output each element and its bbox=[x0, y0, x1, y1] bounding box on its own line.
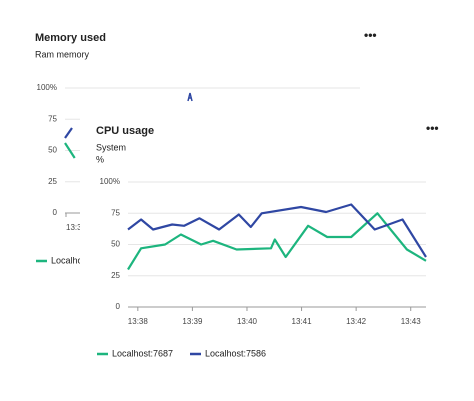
marker-icon bbox=[187, 92, 193, 102]
y-tick-label: 100% bbox=[37, 83, 57, 92]
y-tick-label: 75 bbox=[111, 208, 120, 217]
x-tick-label: 13:39 bbox=[182, 317, 203, 326]
y-tick-label: 0 bbox=[53, 208, 58, 217]
y-tick-label: 25 bbox=[48, 177, 57, 186]
data-line bbox=[64, 127, 73, 139]
cpu-card bbox=[80, 112, 474, 401]
data-line bbox=[64, 142, 76, 159]
data-line bbox=[127, 212, 427, 271]
y-tick-label: 100% bbox=[100, 177, 120, 186]
cpu-card-content: CPU usage System % ••• 0 25 50 75 100% 13:38 1… bbox=[96, 121, 439, 358]
x-tick-label: 13:38 bbox=[128, 317, 149, 326]
x-tick-label: 13:43 bbox=[401, 317, 422, 326]
x-tick-label: 13:41 bbox=[292, 317, 313, 326]
menu-button[interactable]: ••• bbox=[364, 28, 377, 42]
y-tick-label: 50 bbox=[48, 146, 57, 155]
card-subtitle: System bbox=[96, 142, 126, 152]
y-tick-label: 75 bbox=[48, 114, 57, 123]
y-axis-label: % bbox=[96, 154, 104, 164]
y-tick-label: 0 bbox=[116, 302, 121, 311]
y-tick-label: 50 bbox=[111, 240, 120, 249]
y-tick-label: 25 bbox=[111, 271, 120, 280]
legend-label: Localhost:7687 bbox=[112, 348, 173, 358]
legend-label: Localhost:7586 bbox=[205, 348, 266, 358]
data-line bbox=[127, 203, 427, 258]
x-tick-label: 13:40 bbox=[237, 317, 258, 326]
menu-button[interactable]: ••• bbox=[426, 121, 439, 135]
card-subtitle: Ram memory bbox=[35, 49, 90, 59]
card-title: CPU usage bbox=[96, 125, 154, 137]
x-tick-label: 13:38 bbox=[66, 223, 87, 232]
x-tick-label: 13:42 bbox=[346, 317, 367, 326]
card-title: Memory used bbox=[35, 32, 106, 44]
